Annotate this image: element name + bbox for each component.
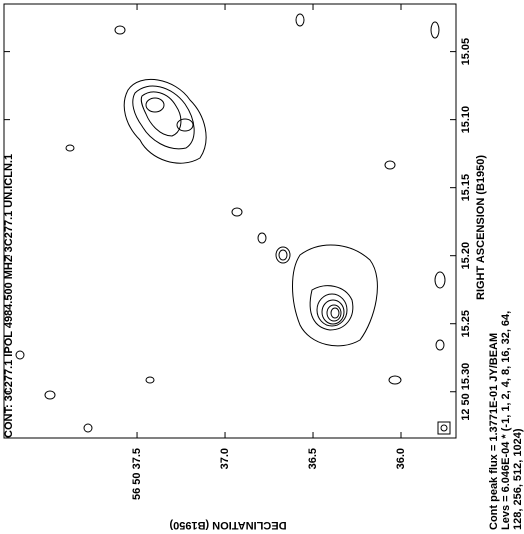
plot-frame xyxy=(3,3,457,439)
y-tick-label: 36.0 xyxy=(395,448,407,469)
y-tick-label: 56 50 37.5 xyxy=(131,448,143,500)
beam-box xyxy=(437,421,451,435)
contours xyxy=(15,13,446,433)
x-tick-label: 15.15 xyxy=(460,174,472,202)
note: 128, 256, 512, 1024) xyxy=(512,428,524,530)
x-tick-label: 15.10 xyxy=(460,106,472,134)
note: Levs = 6.046E-04 * (-1, 1, 2, 4, 8, 16, … xyxy=(500,311,512,530)
y-axis-label: DECLINATION (B1950) xyxy=(169,519,286,531)
beam xyxy=(440,424,448,432)
x-tick-label: 12 50 15.30 xyxy=(460,363,472,421)
y-tick-label: 36.5 xyxy=(307,448,319,469)
y-tick-label: 37.0 xyxy=(219,448,231,469)
x-tick-label: 15.25 xyxy=(460,310,472,338)
x-axis-label: RIGHT ASCENSION (B1950) xyxy=(475,155,487,300)
chart-title: CONT: 3C277.1 IPOL 4984.500 MHZ 3C277.1 … xyxy=(3,154,15,438)
x-tick-label: 15.05 xyxy=(460,38,472,66)
x-tick-label: 15.20 xyxy=(460,242,472,270)
note: Cont peak flux = 1.3771E-01 JY/BEAM xyxy=(488,333,500,530)
